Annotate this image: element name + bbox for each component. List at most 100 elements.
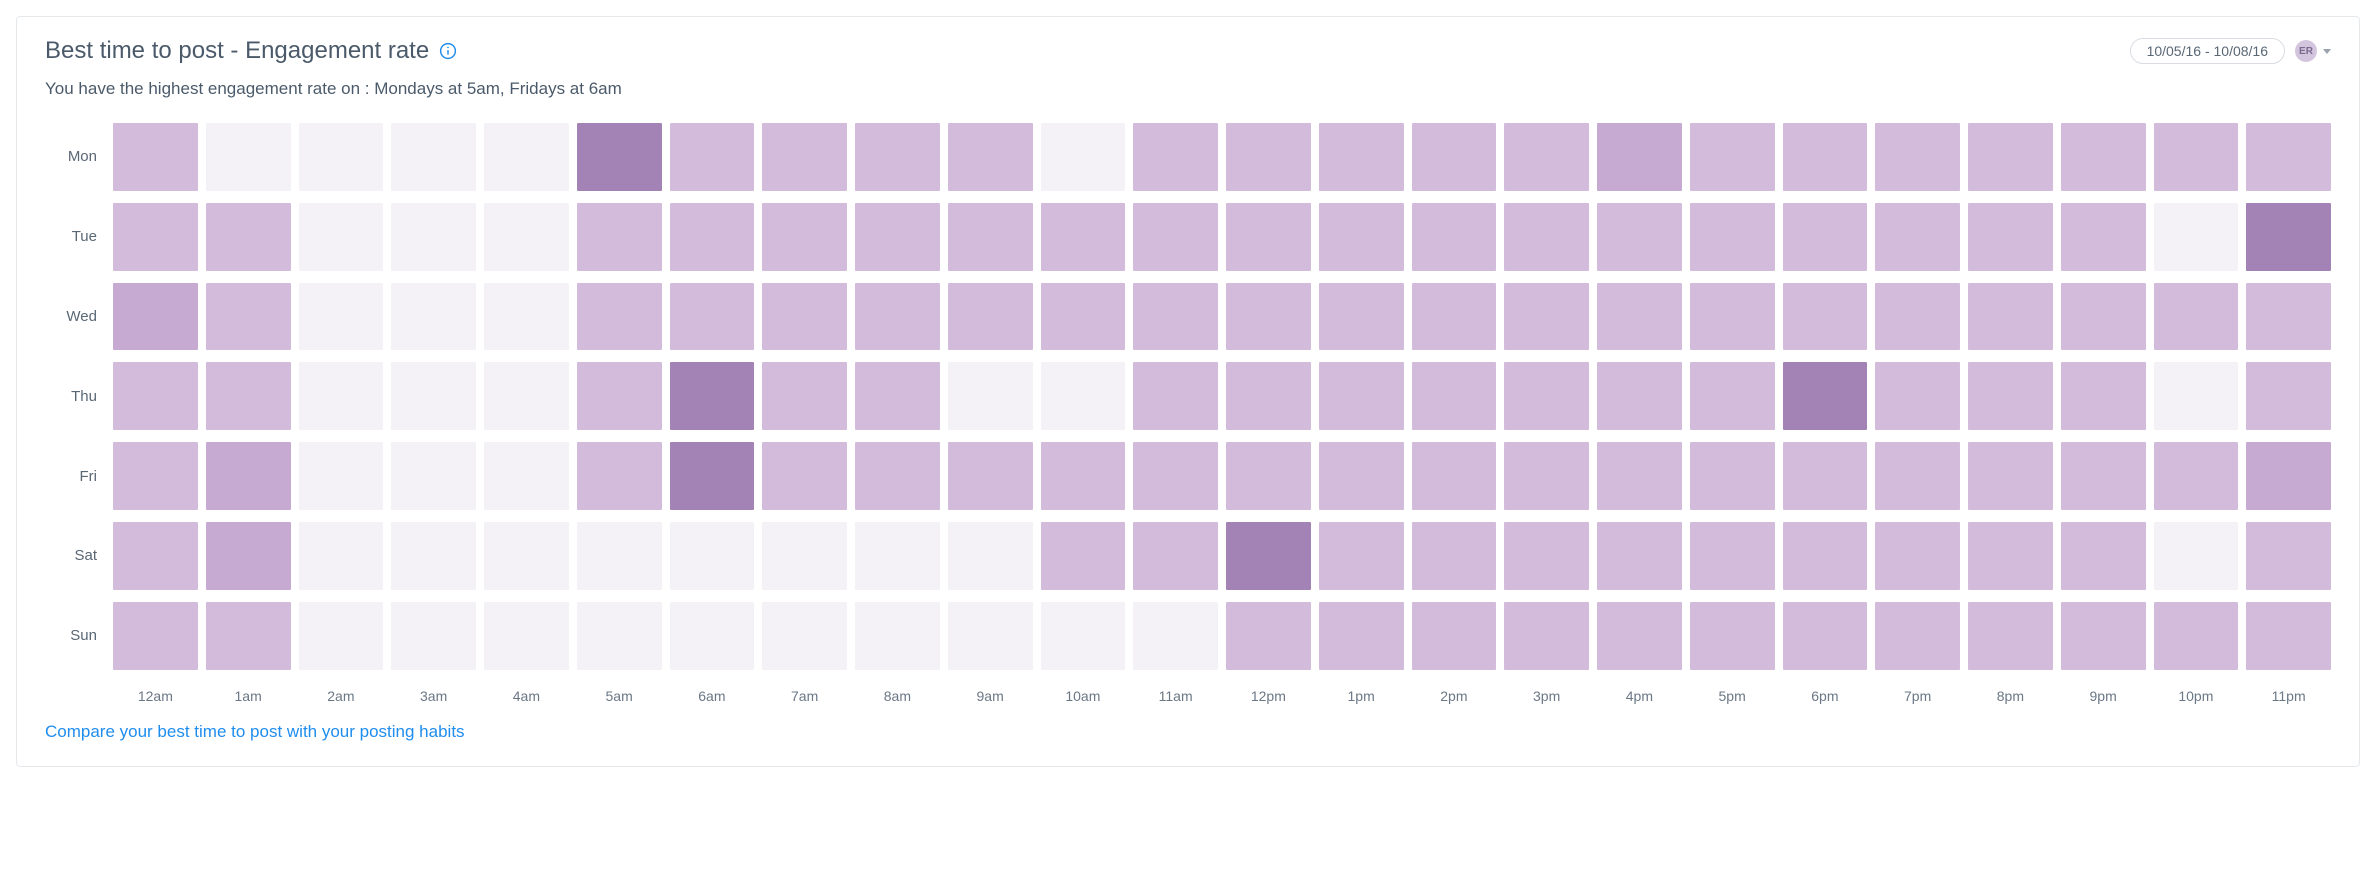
heatmap-cell[interactable] [2154,522,2239,590]
heatmap-cell[interactable] [1968,283,2053,351]
heatmap-cell[interactable] [2061,123,2146,191]
heatmap-cell[interactable] [484,123,569,191]
heatmap-cell[interactable] [113,602,198,670]
heatmap-cell[interactable] [670,602,755,670]
heatmap-cell[interactable] [1133,602,1218,670]
heatmap-cell[interactable] [1412,362,1497,430]
heatmap-cell[interactable] [1504,602,1589,670]
heatmap-cell[interactable] [577,522,662,590]
heatmap-cell[interactable] [1968,602,2053,670]
heatmap-cell[interactable] [577,203,662,271]
heatmap-cell[interactable] [206,442,291,510]
heatmap-cell[interactable] [577,283,662,351]
heatmap-cell[interactable] [1319,283,1404,351]
heatmap-cell[interactable] [1690,203,1775,271]
heatmap-cell[interactable] [855,522,940,590]
heatmap-cell[interactable] [1133,203,1218,271]
heatmap-cell[interactable] [113,522,198,590]
heatmap-cell[interactable] [2246,522,2331,590]
heatmap-cell[interactable] [299,362,384,430]
heatmap-cell[interactable] [1319,442,1404,510]
heatmap-cell[interactable] [1597,522,1682,590]
heatmap-cell[interactable] [1690,283,1775,351]
heatmap-cell[interactable] [2246,362,2331,430]
heatmap-cell[interactable] [299,442,384,510]
metric-selector[interactable]: ER [2295,40,2331,62]
heatmap-cell[interactable] [2246,283,2331,351]
heatmap-cell[interactable] [1041,203,1126,271]
heatmap-cell[interactable] [113,362,198,430]
heatmap-cell[interactable] [762,283,847,351]
heatmap-cell[interactable] [577,602,662,670]
heatmap-cell[interactable] [299,522,384,590]
heatmap-cell[interactable] [1319,362,1404,430]
heatmap-cell[interactable] [299,283,384,351]
heatmap-cell[interactable] [2061,602,2146,670]
heatmap-cell[interactable] [206,203,291,271]
heatmap-cell[interactable] [1690,123,1775,191]
heatmap-cell[interactable] [948,203,1033,271]
heatmap-cell[interactable] [855,123,940,191]
heatmap-cell[interactable] [2154,442,2239,510]
heatmap-cell[interactable] [1968,442,2053,510]
heatmap-cell[interactable] [1597,283,1682,351]
heatmap-cell[interactable] [1875,203,1960,271]
heatmap-cell[interactable] [484,442,569,510]
heatmap-cell[interactable] [1041,283,1126,351]
heatmap-cell[interactable] [2061,522,2146,590]
heatmap-cell[interactable] [1504,203,1589,271]
heatmap-cell[interactable] [1041,362,1126,430]
heatmap-cell[interactable] [948,362,1033,430]
heatmap-cell[interactable] [762,602,847,670]
heatmap-cell[interactable] [1690,602,1775,670]
heatmap-cell[interactable] [1783,362,1868,430]
heatmap-cell[interactable] [1133,283,1218,351]
heatmap-cell[interactable] [1319,522,1404,590]
heatmap-cell[interactable] [1319,203,1404,271]
heatmap-cell[interactable] [948,123,1033,191]
heatmap-cell[interactable] [2154,203,2239,271]
heatmap-cell[interactable] [1875,283,1960,351]
heatmap-cell[interactable] [948,442,1033,510]
heatmap-cell[interactable] [670,123,755,191]
heatmap-cell[interactable] [484,522,569,590]
heatmap-cell[interactable] [762,442,847,510]
heatmap-cell[interactable] [2061,203,2146,271]
heatmap-cell[interactable] [2061,283,2146,351]
heatmap-cell[interactable] [1597,362,1682,430]
heatmap-cell[interactable] [1133,522,1218,590]
heatmap-cell[interactable] [391,362,476,430]
heatmap-cell[interactable] [206,522,291,590]
heatmap-cell[interactable] [113,283,198,351]
heatmap-cell[interactable] [2246,203,2331,271]
heatmap-cell[interactable] [391,123,476,191]
heatmap-cell[interactable] [299,123,384,191]
heatmap-cell[interactable] [762,362,847,430]
heatmap-cell[interactable] [2154,362,2239,430]
heatmap-cell[interactable] [1504,442,1589,510]
heatmap-cell[interactable] [1504,362,1589,430]
heatmap-cell[interactable] [1783,602,1868,670]
heatmap-cell[interactable] [855,602,940,670]
heatmap-cell[interactable] [577,442,662,510]
heatmap-cell[interactable] [113,203,198,271]
heatmap-cell[interactable] [1319,602,1404,670]
heatmap-cell[interactable] [1226,602,1311,670]
heatmap-cell[interactable] [855,442,940,510]
heatmap-cell[interactable] [206,283,291,351]
heatmap-cell[interactable] [2061,442,2146,510]
heatmap-cell[interactable] [391,283,476,351]
heatmap-cell[interactable] [113,123,198,191]
heatmap-cell[interactable] [391,442,476,510]
heatmap-cell[interactable] [1690,442,1775,510]
heatmap-cell[interactable] [1041,123,1126,191]
heatmap-cell[interactable] [484,283,569,351]
compare-link[interactable]: Compare your best time to post with your… [45,722,465,742]
heatmap-cell[interactable] [1133,442,1218,510]
heatmap-cell[interactable] [206,123,291,191]
heatmap-cell[interactable] [1412,522,1497,590]
heatmap-cell[interactable] [2246,442,2331,510]
heatmap-cell[interactable] [1319,123,1404,191]
heatmap-cell[interactable] [484,362,569,430]
heatmap-cell[interactable] [855,283,940,351]
